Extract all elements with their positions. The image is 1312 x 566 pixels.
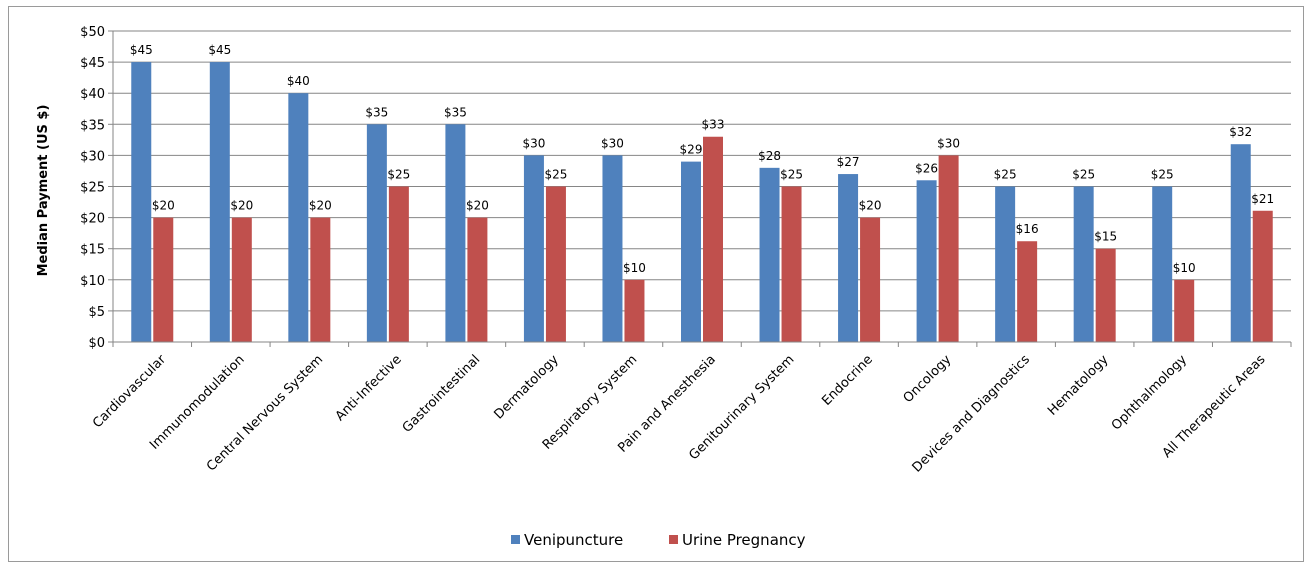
bar-urine-pregnancy [1095, 248, 1116, 342]
y-tick-label: $50 [80, 25, 105, 40]
y-tick-label: $30 [80, 149, 105, 164]
bar-urine-pregnancy [388, 186, 409, 342]
y-tick-label: $5 [88, 305, 105, 320]
category-label: Oncology [901, 352, 955, 406]
y-axis-label: Median Payment (US $) [36, 105, 51, 277]
data-label: $21 [1251, 192, 1274, 206]
data-label: $30 [937, 136, 960, 150]
data-label: $29 [680, 143, 703, 157]
y-tick-label: $35 [80, 118, 105, 133]
bars [131, 62, 1273, 342]
data-label: $30 [601, 136, 624, 150]
data-label: $20 [152, 199, 175, 213]
category-label: Ophthalmology [1109, 352, 1190, 433]
legend-label-urine-pregnancy: Urine Pregnancy [682, 531, 806, 549]
bar-venipuncture [759, 167, 780, 342]
bar-urine-pregnancy [545, 186, 566, 342]
data-label: $26 [915, 161, 938, 175]
bar-urine-pregnancy [1174, 279, 1195, 342]
category-label: Hematology [1045, 352, 1112, 419]
data-label: $20 [859, 199, 882, 213]
data-label: $45 [130, 43, 153, 57]
y-tick-label: $40 [80, 87, 105, 102]
bar-urine-pregnancy [781, 186, 802, 342]
data-label: $20 [309, 199, 332, 213]
data-label: $25 [387, 168, 410, 182]
data-label: $10 [623, 261, 646, 275]
y-axis-ticks: $0 $5 $10 $15 $20 $25 $30 $35 $40 $45 $50 [80, 25, 113, 351]
bar-urine-pregnancy [467, 217, 488, 342]
data-label: $25 [1072, 168, 1095, 182]
data-label: $20 [230, 199, 253, 213]
bar-venipuncture [209, 62, 230, 342]
bar-urine-pregnancy [1252, 210, 1273, 342]
y-tick-label: $20 [80, 212, 105, 227]
bar-venipuncture [366, 124, 387, 342]
data-label: $35 [444, 105, 467, 119]
data-label: $20 [466, 199, 489, 213]
y-tick-label: $15 [80, 243, 105, 258]
data-label: $40 [287, 74, 310, 88]
data-label: $15 [1094, 230, 1117, 244]
bar-venipuncture [288, 93, 309, 342]
data-label: $30 [522, 136, 545, 150]
data-label: $25 [780, 168, 803, 182]
data-label: $16 [1016, 222, 1039, 236]
bar-venipuncture [1073, 186, 1094, 342]
bar-urine-pregnancy [231, 217, 252, 342]
bar-venipuncture [1152, 186, 1173, 342]
bar-venipuncture [995, 186, 1016, 342]
chart-frame: $0 $5 $10 $15 $20 $25 $30 $35 $40 $45 $50 $45 $20 $4… [8, 6, 1304, 562]
bar-urine-pregnancy [310, 217, 331, 342]
bar-urine-pregnancy [153, 217, 174, 342]
bar-venipuncture [445, 124, 466, 342]
bar-chart: $0$5$10$15$20$25$30$35$40$45$50 $45$20$4… [36, 25, 1292, 549]
bar-venipuncture [131, 62, 152, 342]
bar-urine-pregnancy [938, 155, 959, 342]
y-tick-label: $25 [80, 181, 105, 196]
data-labels: $45 $20 $45 $20 $40 $20 $35 $25 $35 $20 $30 $25 $30 $… [130, 43, 1274, 275]
bar-urine-pregnancy [860, 217, 881, 342]
bar-venipuncture [523, 155, 544, 342]
legend-label-venipuncture: Venipuncture [524, 531, 623, 549]
data-label: $25 [544, 168, 567, 182]
data-label: $45 [208, 43, 231, 57]
bar-venipuncture [681, 161, 701, 342]
bar-venipuncture [602, 155, 623, 342]
data-label: $33 [702, 118, 725, 132]
data-label: $28 [758, 149, 781, 163]
bar-venipuncture [838, 174, 859, 342]
data-label: $27 [837, 155, 860, 169]
bar-urine-pregnancy [624, 279, 645, 342]
bar-venipuncture [916, 180, 937, 342]
legend-swatch-urine-pregnancy [669, 535, 678, 544]
data-label: $32 [1229, 125, 1252, 139]
category-label: Gastrointestinal [400, 352, 484, 436]
y-tick-label: $45 [80, 56, 105, 71]
y-tick-label: $0 [88, 336, 105, 351]
category-label: Dermatology [492, 352, 562, 422]
y-tick-label: $10 [80, 274, 105, 289]
legend-swatch-venipuncture [511, 535, 520, 544]
data-label: $25 [1151, 168, 1174, 182]
bar-venipuncture [1230, 144, 1251, 342]
gridlines [112, 30, 1292, 347]
legend: Venipuncture Urine Pregnancy [511, 531, 806, 549]
data-label: $10 [1173, 261, 1196, 275]
bar-urine-pregnancy [1017, 241, 1038, 342]
category-label: Anti-Infective [333, 352, 405, 424]
category-label: Cardiovascular [90, 352, 169, 431]
bar-urine-pregnancy [703, 136, 723, 342]
data-label: $25 [994, 168, 1017, 182]
data-label: $35 [365, 105, 388, 119]
category-label: Endocrine [819, 352, 876, 409]
